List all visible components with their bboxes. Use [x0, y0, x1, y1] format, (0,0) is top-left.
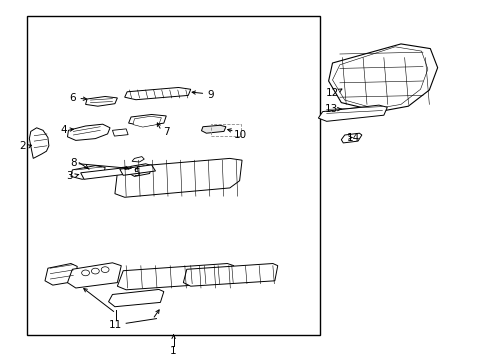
Text: 6: 6 — [69, 93, 76, 103]
Circle shape — [101, 267, 109, 273]
Circle shape — [81, 270, 89, 276]
Polygon shape — [318, 105, 386, 121]
Polygon shape — [67, 124, 110, 140]
Text: 1: 1 — [170, 346, 177, 356]
Text: 14: 14 — [346, 132, 359, 143]
Polygon shape — [124, 87, 190, 100]
Text: 3: 3 — [66, 171, 73, 181]
Polygon shape — [108, 289, 163, 307]
Polygon shape — [132, 157, 144, 162]
Polygon shape — [133, 116, 161, 127]
Polygon shape — [341, 133, 361, 143]
Polygon shape — [71, 166, 105, 179]
Text: 10: 10 — [234, 130, 246, 140]
Text: 4: 4 — [60, 125, 67, 135]
Circle shape — [91, 268, 99, 274]
Polygon shape — [183, 264, 277, 286]
Text: 8: 8 — [70, 158, 77, 168]
Polygon shape — [85, 96, 117, 106]
Text: 9: 9 — [206, 90, 213, 100]
Polygon shape — [120, 165, 155, 175]
Polygon shape — [201, 125, 225, 133]
Polygon shape — [117, 264, 233, 290]
Polygon shape — [29, 128, 49, 158]
Text: 7: 7 — [163, 127, 169, 138]
Text: 11: 11 — [109, 320, 122, 330]
Text: 2: 2 — [19, 141, 26, 151]
Text: 5: 5 — [133, 168, 140, 178]
Polygon shape — [115, 158, 242, 197]
Polygon shape — [128, 114, 166, 126]
Bar — [27, 16, 320, 335]
Polygon shape — [112, 129, 128, 136]
Polygon shape — [137, 166, 144, 174]
Text: 13: 13 — [324, 104, 338, 114]
Text: 12: 12 — [325, 88, 339, 98]
Bar — [211, 124, 240, 136]
Polygon shape — [45, 264, 77, 285]
Polygon shape — [67, 263, 121, 288]
Polygon shape — [328, 44, 437, 112]
Polygon shape — [128, 164, 151, 176]
Polygon shape — [81, 167, 131, 179]
